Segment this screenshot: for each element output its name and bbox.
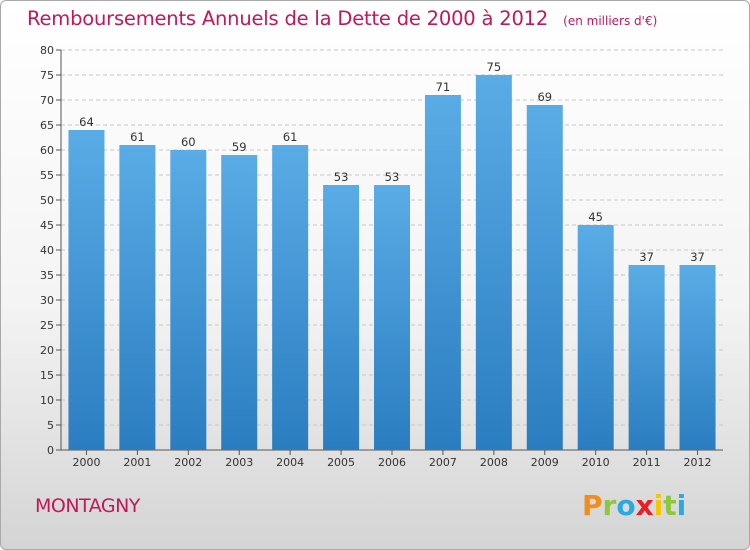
y-tick-label: 70 <box>40 94 54 107</box>
bar-value-label: 75 <box>487 60 502 74</box>
logo-letter: P <box>582 489 603 522</box>
proxiti-logo[interactable]: Proxiti <box>582 489 686 522</box>
y-tick-label: 60 <box>40 144 54 157</box>
x-tick-label: 2003 <box>225 456 253 469</box>
y-tick-label: 55 <box>40 169 54 182</box>
logo-letter: t <box>663 489 677 522</box>
bar-value-label: 53 <box>334 170 349 184</box>
chart-title: Remboursements Annuels de la Dette de 20… <box>27 7 549 30</box>
y-tick-label: 50 <box>40 194 54 207</box>
bar-value-label: 71 <box>436 80 451 94</box>
y-tick-label: 5 <box>47 419 54 432</box>
chart-subtitle: (en milliers d'€) <box>563 14 658 28</box>
bar <box>68 130 105 450</box>
y-tick-label: 80 <box>40 44 54 57</box>
x-tick-label: 2001 <box>123 456 151 469</box>
bar <box>679 265 716 450</box>
y-tick-label: 40 <box>40 244 54 257</box>
bar <box>374 185 410 450</box>
y-tick-label: 0 <box>47 444 54 457</box>
x-tick-label: 2005 <box>327 456 355 469</box>
x-tick-label: 2012 <box>684 456 712 469</box>
y-tick-label: 25 <box>40 319 54 332</box>
bar <box>628 265 665 450</box>
y-tick-label: 65 <box>40 119 54 132</box>
bar-value-label: 59 <box>232 140 247 154</box>
bar-value-label: 53 <box>385 170 400 184</box>
x-tick-label: 2008 <box>480 456 508 469</box>
x-tick-label: 2010 <box>582 456 610 469</box>
bar <box>577 225 614 450</box>
bar-value-label: 61 <box>283 130 298 144</box>
x-tick-label: 2002 <box>174 456 202 469</box>
bar <box>272 145 309 450</box>
bar-value-label: 60 <box>181 135 196 149</box>
bar <box>526 105 563 450</box>
x-tick-label: 2004 <box>276 456 304 469</box>
bar-value-label: 37 <box>690 250 705 264</box>
logo-letter: x <box>635 489 654 522</box>
bar-value-label: 64 <box>79 115 94 129</box>
bar <box>170 150 207 450</box>
title-row: Remboursements Annuels de la Dette de 20… <box>27 7 657 30</box>
bar-value-label: 69 <box>537 90 552 104</box>
bar-value-label: 45 <box>588 210 603 224</box>
x-tick-label: 2007 <box>429 456 457 469</box>
bar <box>221 155 258 450</box>
x-tick-label: 2006 <box>378 456 406 469</box>
y-tick-label: 15 <box>40 369 54 382</box>
bar <box>475 75 512 450</box>
bar-value-label: 61 <box>130 130 145 144</box>
bar-value-label: 37 <box>639 250 654 264</box>
bar <box>323 185 360 450</box>
logo-letter: i <box>653 489 664 522</box>
y-tick-label: 35 <box>40 269 54 282</box>
commune-name: MONTAGNY <box>35 495 140 517</box>
x-tick-label: 2011 <box>633 456 661 469</box>
logo-letter: r <box>602 489 617 522</box>
logo-letter: i <box>676 489 687 522</box>
bar <box>119 145 156 450</box>
y-tick-label: 10 <box>40 394 54 407</box>
y-tick-label: 45 <box>40 219 54 232</box>
bar <box>424 95 461 450</box>
logo-letter: o <box>616 489 636 522</box>
y-tick-label: 20 <box>40 344 54 357</box>
x-tick-label: 2000 <box>72 456 100 469</box>
x-tick-label: 2009 <box>531 456 559 469</box>
y-tick-label: 30 <box>40 294 54 307</box>
y-tick-label: 75 <box>40 69 54 82</box>
